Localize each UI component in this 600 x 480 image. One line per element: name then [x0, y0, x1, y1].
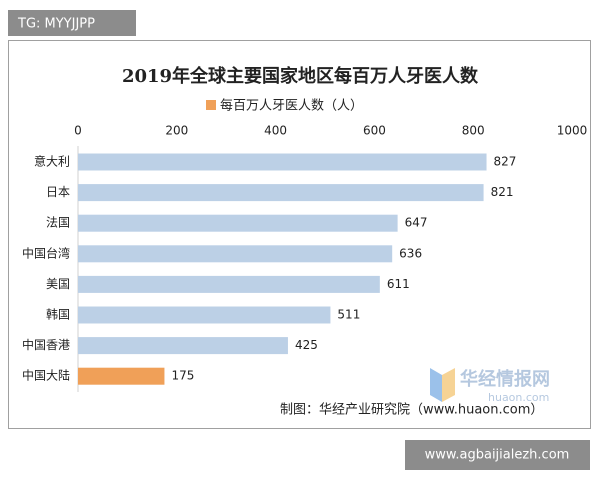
data-label: 827 — [494, 155, 517, 169]
tag-box — [8, 10, 136, 36]
data-label: 821 — [491, 185, 514, 199]
data-label: 175 — [171, 369, 194, 383]
y-tick-label: 法国 — [46, 216, 70, 230]
watermark-icon — [442, 368, 455, 402]
tag: TG: MYYJJPP — [17, 17, 95, 32]
site-box — [405, 440, 590, 470]
y-tick-label: 韩国 — [46, 307, 70, 322]
x-tick-label: 800 — [462, 124, 485, 138]
y-tick-label: 中国香港 — [22, 337, 70, 352]
bar — [78, 275, 380, 293]
y-tick-label: 美国 — [46, 277, 70, 291]
data-label: 611 — [387, 277, 410, 291]
site-label: www.agbaijialezh.com — [425, 448, 570, 463]
bar — [78, 337, 288, 355]
x-tick-label: 400 — [264, 124, 287, 138]
y-tick-label: 中国大陆 — [22, 368, 70, 383]
x-tick-label: 1000 — [557, 124, 588, 138]
bar — [78, 367, 165, 385]
plot: 0 200 400 600 800 1000 意大利 827 日本 821 法国 647 中国台湾 636… — [22, 124, 588, 392]
legend-swatch — [206, 100, 216, 110]
watermark-name: 华经情报网 — [460, 368, 550, 390]
y-tick-label: 意大利 — [34, 154, 70, 169]
x-tick-label: 600 — [363, 124, 386, 138]
chart-title: 2019年全球主要国家地区每百万人牙医人数 — [122, 65, 479, 87]
watermark-url: huaon.com — [488, 391, 549, 404]
legend-label: 每百万人牙医人数（人） — [220, 98, 363, 114]
x-tick-label: 0 — [74, 124, 82, 138]
data-label: 425 — [295, 338, 318, 352]
chart-frame — [8, 40, 591, 429]
y-tick-label: 日本 — [46, 185, 70, 199]
data-label: 511 — [337, 308, 360, 322]
data-label: 647 — [405, 216, 428, 230]
bar — [78, 184, 484, 202]
y-tick-label: 中国台湾 — [22, 245, 70, 260]
bar — [78, 306, 331, 324]
data-label: 636 — [399, 246, 422, 260]
source-note: 制图：华经产业研究院（www.huaon.com） — [280, 403, 543, 418]
bar — [78, 153, 487, 171]
watermark: 华经情报网 huaon.com — [430, 368, 550, 404]
bar — [78, 245, 393, 263]
watermark-icon — [430, 368, 442, 402]
x-tick-label: 200 — [165, 124, 188, 138]
bar — [78, 214, 398, 232]
